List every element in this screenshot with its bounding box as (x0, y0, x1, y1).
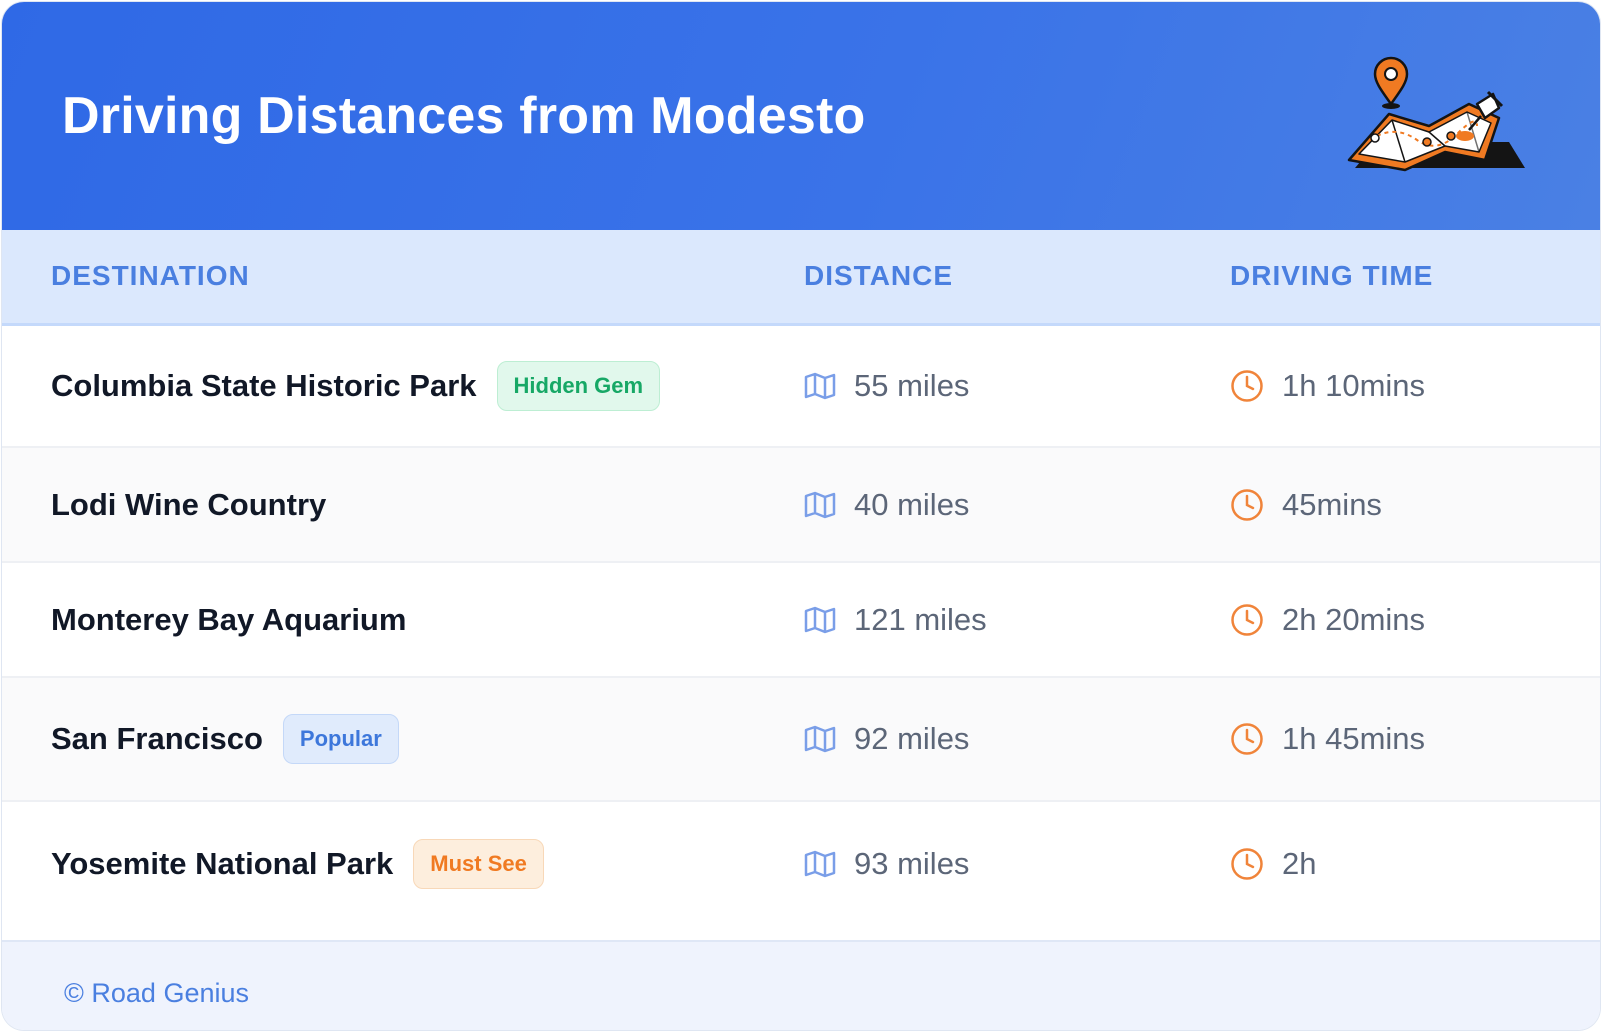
map-icon (804, 372, 836, 400)
destination-cell: Yosemite National Park Must See (51, 802, 544, 926)
time-value: 1h 45mins (1282, 721, 1426, 756)
table-row: Columbia State Historic Park Hidden Gem … (2, 326, 1600, 448)
map-icon (804, 725, 836, 753)
time-value: 45mins (1282, 486, 1382, 522)
distance-value: 121 miles (854, 601, 987, 637)
distance-cell: 121 miles (804, 563, 987, 676)
must-see-badge: Must See (413, 839, 544, 889)
map-pin-illustration-icon (1347, 56, 1542, 186)
time-value: 2h (1282, 846, 1317, 881)
table-row: Yosemite National Park Must See 93 miles… (2, 802, 1600, 926)
destination-name: Lodi Wine Country (51, 486, 327, 522)
time-cell: 1h 10mins (1230, 326, 1425, 446)
footer-credit: © Road Genius (64, 978, 249, 1008)
card-header: Driving Distances from Modesto (2, 2, 1600, 230)
table-row: Lodi Wine Country 40 miles 45mins (2, 448, 1600, 563)
map-icon (804, 606, 836, 634)
time-value: 2h 20mins (1282, 601, 1426, 637)
distance-cell: 55 miles (804, 326, 969, 446)
column-header-destination[interactable]: DESTINATION (51, 260, 250, 291)
map-icon (804, 491, 836, 519)
popular-badge: Popular (282, 714, 399, 764)
hidden-gem-badge: Hidden Gem (496, 361, 661, 411)
distance-cell: 92 miles (804, 678, 969, 800)
destination-name: Monterey Bay Aquarium (51, 601, 407, 637)
clock-icon (1230, 722, 1264, 756)
clock-icon (1230, 603, 1264, 637)
destination-cell: Columbia State Historic Park Hidden Gem (51, 326, 661, 446)
clock-icon (1230, 369, 1264, 403)
distance-value: 55 miles (854, 368, 970, 403)
destination-cell: San Francisco Popular (51, 678, 399, 800)
clock-icon (1230, 847, 1264, 881)
table-body: Columbia State Historic Park Hidden Gem … (2, 326, 1600, 926)
destination-name: Columbia State Historic Park (51, 368, 477, 403)
table-row: Monterey Bay Aquarium 121 miles 2h 20min… (2, 563, 1600, 678)
table-header: DESTINATION DISTANCE DRIVING TIME (2, 230, 1600, 326)
distance-value: 93 miles (854, 846, 970, 881)
destination-name: San Francisco (51, 721, 263, 756)
clock-icon (1230, 488, 1264, 522)
distance-cell: 40 miles (804, 448, 969, 561)
map-icon (804, 850, 836, 878)
destination-cell: Monterey Bay Aquarium (51, 563, 406, 676)
table-row: San Francisco Popular 92 miles 1h 45mins (2, 678, 1600, 802)
time-cell: 1h 45mins (1230, 678, 1425, 800)
destination-cell: Lodi Wine Country (51, 448, 326, 561)
destination-name: Yosemite National Park (51, 846, 394, 881)
distance-value: 92 miles (854, 721, 970, 756)
time-cell: 2h 20mins (1230, 563, 1425, 676)
card-footer: © Road Genius (2, 940, 1600, 1030)
distance-cell: 93 miles (804, 802, 969, 926)
column-header-driving-time[interactable]: DRIVING TIME (1230, 260, 1434, 291)
time-cell: 2h (1230, 802, 1316, 926)
page-title: Driving Distances from Modesto (62, 87, 866, 145)
column-header-distance[interactable]: DISTANCE (804, 260, 954, 291)
distance-value: 40 miles (854, 486, 970, 522)
time-cell: 45mins (1230, 448, 1382, 561)
time-value: 1h 10mins (1282, 368, 1426, 403)
